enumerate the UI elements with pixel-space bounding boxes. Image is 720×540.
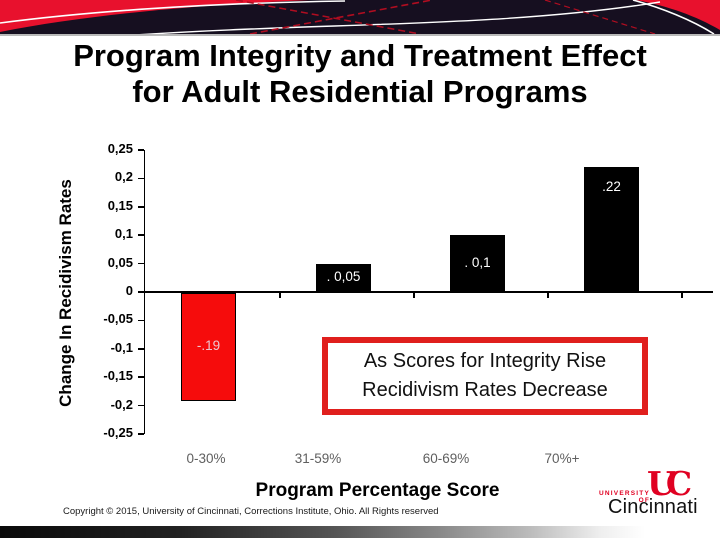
footer-gradient-bar [0, 526, 645, 538]
y-tick-label: -0,2 [110, 396, 133, 412]
x-axis-tick [413, 292, 415, 298]
y-axis-tick [138, 433, 144, 435]
bar-value-label: . 0,05 [326, 268, 361, 284]
callout-line2: Recidivism Rates Decrease [362, 379, 608, 401]
x-category-label: 60-69% [422, 451, 470, 466]
x-axis-tick [279, 292, 281, 298]
x-category-label: 70%+ [544, 451, 580, 466]
y-axis-tick [138, 404, 144, 407]
x-axis-tick [681, 292, 683, 298]
y-axis-tick [138, 206, 144, 208]
decorative-banner [0, 0, 720, 37]
y-tick-label: 0 [125, 283, 133, 298]
banner-divider [0, 34, 720, 36]
y-tick-label: -0,1 [110, 339, 133, 355]
y-axis-tick [138, 376, 144, 378]
y-tick-label: -0,05 [103, 311, 133, 327]
x-axis-title: Program Percentage Score [255, 480, 500, 501]
slide-title: Program Integrity and Treatment Effect f… [0, 38, 720, 110]
y-tick-label: 0,2 [114, 169, 133, 185]
y-axis-tick [138, 291, 144, 293]
bar-31-59% [316, 263, 371, 292]
slide-title-line2: for Adult Residential Programs [132, 74, 588, 109]
slide-title-line1: Program Integrity and Treatment Effect [73, 38, 647, 73]
y-axis-tick [138, 348, 144, 350]
y-tick-label: 0,1 [114, 226, 133, 242]
banner-graphic [0, 0, 720, 37]
bar-value-label: -.19 [196, 337, 221, 353]
y-axis-tick [138, 234, 144, 236]
copyright-text: Copyright © 2015, University of Cincinna… [63, 506, 439, 517]
logo-university-of: UNIVERSITY OF [598, 490, 650, 504]
bar-value-label: . 0,1 [464, 254, 491, 270]
x-axis-zero-line [145, 291, 713, 293]
bar-60-69% [450, 235, 505, 292]
x-axis-tick [547, 292, 549, 298]
y-tick-label: -0,15 [103, 368, 133, 384]
x-category-label: 0-30% [186, 451, 226, 466]
logo-cincinnati: Cincinnati [608, 496, 698, 518]
bar-70%+ [584, 167, 639, 292]
y-tick-label: 0,05 [107, 254, 133, 270]
y-tick-label: 0,25 [107, 141, 133, 156]
x-category-label: 31-59% [294, 451, 342, 466]
y-axis-tick [138, 149, 144, 151]
y-tick-label: -0,25 [103, 425, 133, 440]
bar-value-label: .22 [602, 179, 621, 195]
university-of-cincinnati-logo: UC UNIVERSITY OF Cincinnati [590, 464, 715, 523]
y-axis-tick [138, 177, 144, 180]
callout-line1: As Scores for Integrity Rise [363, 350, 607, 372]
y-axis-line [143, 150, 146, 434]
y-axis-tick [138, 262, 144, 265]
bar-0-30% [181, 292, 236, 401]
callout-box: As Scores for Integrity Rise Recidivism … [322, 337, 648, 415]
y-tick-label: 0,15 [107, 197, 133, 213]
y-axis-tick [138, 319, 144, 322]
